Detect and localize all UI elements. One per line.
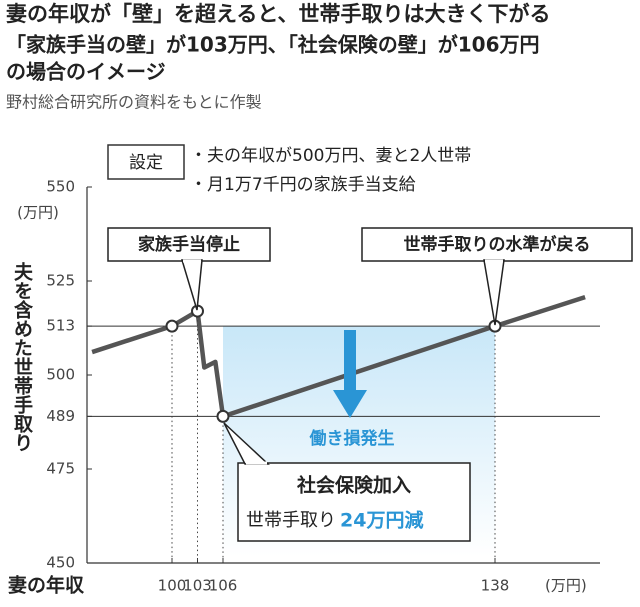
callout	[237, 462, 471, 542]
callout-text: 世帯手取り	[246, 510, 336, 531]
callout-text: 世帯手取りの水準が戻る	[404, 234, 591, 255]
y-tick-label: 513	[46, 317, 75, 335]
callout-text: 家族手当停止	[138, 234, 240, 255]
callout-text: 24万円減	[340, 509, 423, 532]
point	[165, 319, 179, 333]
y-tick-label: 450	[46, 554, 75, 572]
callout	[107, 227, 271, 262]
arrow	[344, 330, 356, 392]
point	[216, 409, 230, 423]
callout-pointer	[483, 259, 505, 326]
settings-item: ・夫の年収が500万円、妻と2人世帯	[190, 146, 471, 166]
callout-pointer	[180, 259, 203, 311]
y-tick-label: 489	[46, 407, 75, 425]
source: 野村総合研究所の資料をもとに作製	[6, 93, 262, 112]
x-axis-label: 妻の年収	[8, 574, 85, 597]
subtitle: 「家族手当の壁」が103万円、「社会保険の壁」が106万円	[6, 33, 540, 57]
subtitle: の場合のイメージ	[6, 60, 166, 84]
y-tick-label: 475	[46, 460, 75, 478]
x-tick-label: 106	[209, 577, 238, 595]
callout	[361, 227, 633, 262]
settings-item: ・月1万7千円の家族手当支給	[190, 175, 416, 195]
y-tick-label: 525	[46, 272, 75, 290]
loss-label: 働き損発生	[309, 428, 395, 449]
callout-text: 社会保険加入	[296, 474, 411, 497]
y-tick-label: 500	[46, 366, 75, 384]
x-tick-label: 100	[158, 577, 187, 595]
y-tick-label: 550	[46, 178, 75, 196]
y-axis-label: 夫を含めた世帯手取り	[11, 262, 33, 452]
y-unit: (万円)	[17, 204, 59, 222]
chart-title: 妻の年収が「壁」を超えると、世帯手取りは大きく下がる	[6, 2, 551, 26]
x-unit: (万円)	[545, 577, 587, 595]
arrow	[333, 390, 367, 418]
settings-label: 設定	[129, 153, 163, 173]
x-tick-label: 138	[481, 577, 510, 595]
settings-box	[107, 144, 185, 180]
x-tick-label: 103	[183, 577, 212, 595]
